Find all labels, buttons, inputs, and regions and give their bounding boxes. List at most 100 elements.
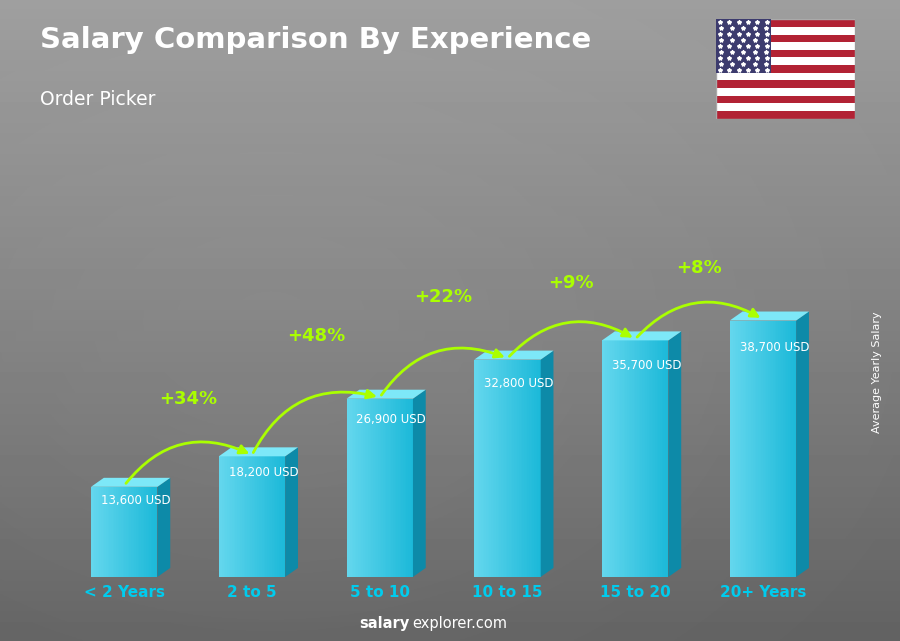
Polygon shape <box>662 340 663 577</box>
Polygon shape <box>626 340 627 577</box>
Polygon shape <box>380 399 382 577</box>
Polygon shape <box>738 320 740 577</box>
Polygon shape <box>413 390 426 577</box>
Polygon shape <box>248 456 250 577</box>
Polygon shape <box>93 487 94 577</box>
Polygon shape <box>502 360 504 577</box>
Polygon shape <box>134 487 136 577</box>
Polygon shape <box>225 456 227 577</box>
Polygon shape <box>109 487 111 577</box>
Polygon shape <box>500 360 502 577</box>
Polygon shape <box>144 487 146 577</box>
Polygon shape <box>511 360 512 577</box>
Polygon shape <box>607 340 608 577</box>
Polygon shape <box>356 399 358 577</box>
Polygon shape <box>158 478 170 577</box>
Text: 26,900 USD: 26,900 USD <box>356 413 427 426</box>
Polygon shape <box>531 360 533 577</box>
Polygon shape <box>408 399 410 577</box>
Polygon shape <box>496 360 498 577</box>
Polygon shape <box>348 399 350 577</box>
Polygon shape <box>667 340 669 577</box>
Text: 32,800 USD: 32,800 USD <box>484 377 554 390</box>
Text: 35,700 USD: 35,700 USD <box>612 360 681 372</box>
Polygon shape <box>149 487 151 577</box>
Text: +34%: +34% <box>159 390 217 408</box>
Polygon shape <box>220 456 222 577</box>
Polygon shape <box>770 320 771 577</box>
Polygon shape <box>401 399 403 577</box>
Polygon shape <box>285 447 298 577</box>
Polygon shape <box>91 478 170 487</box>
Polygon shape <box>604 340 606 577</box>
Polygon shape <box>526 360 527 577</box>
Polygon shape <box>126 487 128 577</box>
Polygon shape <box>524 360 526 577</box>
Polygon shape <box>750 320 751 577</box>
Polygon shape <box>118 487 120 577</box>
Polygon shape <box>400 399 401 577</box>
Polygon shape <box>94 487 96 577</box>
Polygon shape <box>146 487 148 577</box>
Polygon shape <box>260 456 262 577</box>
Polygon shape <box>272 456 274 577</box>
Polygon shape <box>282 456 284 577</box>
Text: Average Yearly Salary: Average Yearly Salary <box>872 311 883 433</box>
Polygon shape <box>277 456 279 577</box>
Polygon shape <box>403 399 405 577</box>
Text: +22%: +22% <box>415 288 473 306</box>
Polygon shape <box>793 320 795 577</box>
Polygon shape <box>781 320 783 577</box>
Polygon shape <box>236 456 237 577</box>
Polygon shape <box>258 456 260 577</box>
Text: 18,200 USD: 18,200 USD <box>229 466 299 479</box>
Polygon shape <box>238 456 240 577</box>
Polygon shape <box>104 487 106 577</box>
Polygon shape <box>627 340 628 577</box>
Polygon shape <box>382 399 383 577</box>
Polygon shape <box>274 456 275 577</box>
Polygon shape <box>640 340 642 577</box>
Polygon shape <box>649 340 650 577</box>
Text: salary: salary <box>359 617 410 631</box>
Polygon shape <box>716 35 855 42</box>
Polygon shape <box>610 340 612 577</box>
Polygon shape <box>355 399 356 577</box>
Polygon shape <box>657 340 659 577</box>
Polygon shape <box>771 320 773 577</box>
Polygon shape <box>350 399 352 577</box>
Polygon shape <box>659 340 660 577</box>
Polygon shape <box>128 487 130 577</box>
Polygon shape <box>108 487 109 577</box>
Polygon shape <box>744 320 746 577</box>
Text: Order Picker: Order Picker <box>40 90 156 109</box>
Polygon shape <box>136 487 138 577</box>
Polygon shape <box>536 360 537 577</box>
Polygon shape <box>240 456 242 577</box>
Polygon shape <box>632 340 634 577</box>
Polygon shape <box>736 320 738 577</box>
Polygon shape <box>405 399 406 577</box>
Polygon shape <box>716 58 855 65</box>
Polygon shape <box>788 320 789 577</box>
Polygon shape <box>224 456 225 577</box>
Polygon shape <box>254 456 256 577</box>
Polygon shape <box>716 65 855 72</box>
Polygon shape <box>716 103 855 111</box>
Polygon shape <box>364 399 366 577</box>
Polygon shape <box>734 320 736 577</box>
Polygon shape <box>773 320 775 577</box>
Polygon shape <box>760 320 761 577</box>
Polygon shape <box>279 456 280 577</box>
Polygon shape <box>716 80 855 88</box>
Polygon shape <box>219 447 298 456</box>
Polygon shape <box>237 456 239 577</box>
Polygon shape <box>730 320 732 577</box>
Polygon shape <box>498 360 500 577</box>
Polygon shape <box>256 456 257 577</box>
Polygon shape <box>537 360 539 577</box>
Polygon shape <box>653 340 655 577</box>
Polygon shape <box>275 456 277 577</box>
Polygon shape <box>148 487 149 577</box>
Polygon shape <box>652 340 653 577</box>
